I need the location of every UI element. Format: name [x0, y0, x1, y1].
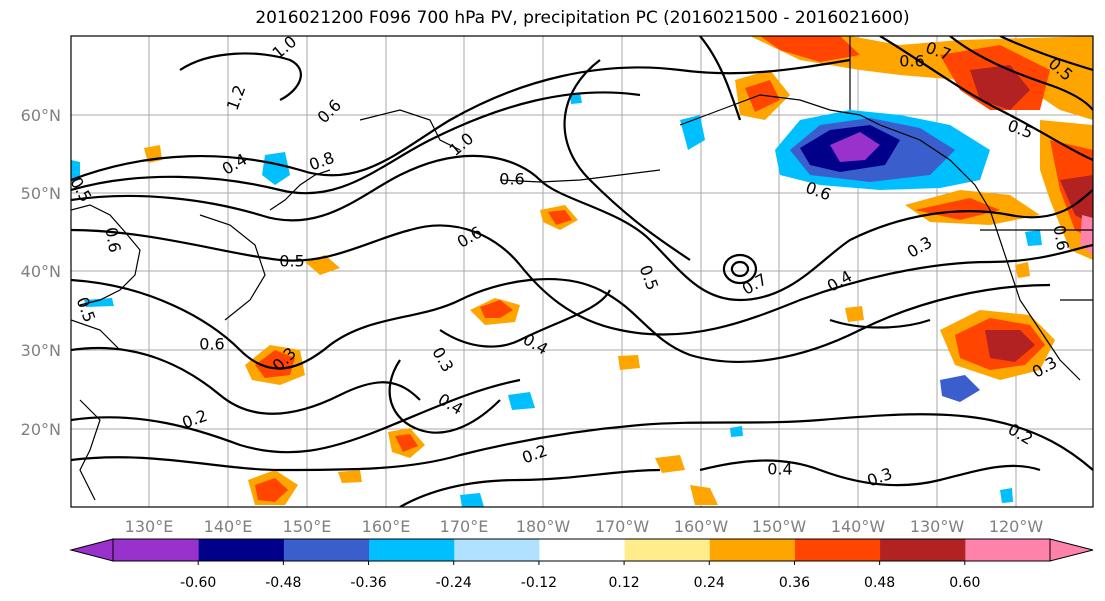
colorbar-tick-label: 0.12 [609, 575, 640, 591]
contour-label: 0.6 [199, 335, 224, 354]
lat-tick-label: 20°N [21, 420, 61, 439]
lon-tick-label: 180°W [516, 517, 571, 536]
figure-title: 2016021200 F096 700 hPa PV, precipitatio… [255, 8, 910, 28]
lon-tick-label: 160°E [362, 517, 411, 536]
lon-tick-label: 150°E [283, 517, 332, 536]
colorbar-extend-low [69, 538, 114, 562]
colorbar: -0.60 -0.48 -0.36 -0.24 -0.12 0.12 0.24 0.36 0.4… [69, 538, 1094, 591]
lat-tick-label: 60°N [21, 106, 61, 125]
precip-shading [71, 36, 1093, 507]
map-frame [70, 35, 1094, 508]
longitude-tick-labels: 130°E 140°E 150°E 160°E 170°E 180°W 170°W 160°W… [125, 517, 1044, 536]
colorbar-tick-label: -0.60 [180, 575, 216, 591]
coastlines [71, 36, 1093, 501]
lon-tick-label: 160°W [674, 517, 729, 536]
colorbar-segment [453, 539, 540, 561]
colorbar-segment [964, 539, 1051, 561]
lon-tick-label: 140°W [831, 517, 886, 536]
contour-label: 0.6 [499, 170, 524, 189]
lat-tick-label: 50°N [21, 184, 61, 203]
lon-tick-label: 120°W [989, 517, 1044, 536]
colorbar-tick-label: -0.24 [436, 575, 472, 591]
colorbar-segment [709, 539, 795, 561]
colorbar-segment [624, 539, 710, 561]
colorbar-tick-label: -0.36 [350, 575, 386, 591]
lon-tick-label: 150°W [752, 517, 807, 536]
lon-tick-label: 140°E [204, 517, 253, 536]
contour-label: 0.5 [279, 252, 304, 271]
contour-label: 0.6 [101, 226, 124, 254]
colorbar-tick-label: 0.24 [694, 575, 725, 591]
colorbar-outline [112, 538, 1051, 562]
colorbar-segment [283, 539, 370, 561]
colorbar-tick-label: 0.48 [864, 575, 895, 591]
lon-tick-label: 130°W [910, 517, 965, 536]
contour-label: 0.6 [1049, 224, 1072, 252]
colorbar-segment [198, 539, 284, 561]
map-content: 1.01.20.40.50.60.81.00.60.60.50.6 0.30.20… [71, 36, 1093, 507]
colorbar-segment [794, 539, 881, 561]
colorbar-segment [538, 539, 625, 561]
pv-contours [71, 36, 1093, 507]
colorbar-tick-label: -0.12 [521, 575, 557, 591]
colorbar-tick-label: 0.36 [779, 575, 810, 591]
colorbar-extend-high [1049, 538, 1094, 562]
lon-tick-label: 170°E [440, 517, 489, 536]
lon-tick-label: 170°W [595, 517, 650, 536]
lon-tick-label: 130°E [125, 517, 174, 536]
colorbar-segment [113, 539, 199, 561]
colorbar-tick-label: -0.48 [265, 575, 301, 591]
colorbar-tick-label: 0.60 [949, 575, 980, 591]
lat-tick-label: 30°N [21, 341, 61, 360]
colorbar-segment [879, 539, 966, 561]
contour-label: 0.6 [899, 52, 924, 71]
latitude-tick-labels: 60°N 50°N 40°N 30°N 20°N [21, 106, 61, 439]
colorbar-segment [368, 539, 455, 561]
contour-label: 0.4 [767, 460, 792, 479]
lat-tick-label: 40°N [21, 262, 61, 281]
